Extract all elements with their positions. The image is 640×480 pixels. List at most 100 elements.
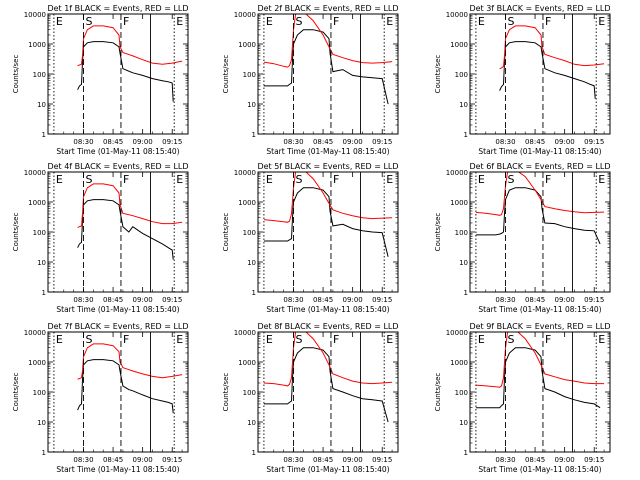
y-tick-label: 10000 [24,11,46,19]
plot-frame [47,171,189,293]
x-tick-label: 08:45 [313,296,333,304]
x-tick-label: 09:15 [372,456,392,464]
y-tick-label: 10000 [446,169,468,177]
marker-label: S [507,173,514,186]
x-tick-label: 09:15 [584,138,604,146]
x-tick-label: 08:45 [525,296,545,304]
marker-label: E [176,173,183,186]
y-tick-label: 1000 [450,199,468,207]
y-tick-label: 1000 [238,41,256,49]
x-axis-label: Start Time (01-May-11 08:15:40) [56,465,179,474]
y-tick-label: 10 [459,101,468,109]
marker-label: E [386,333,393,346]
panel-7: Det 7f BLACK = Events, RED = LLD 1 10 100 10… [12,322,189,474]
panel-title: Det 7f BLACK = Events, RED = LLD [47,322,188,331]
y-tick-label: 1000 [450,41,468,49]
panel-9: Det 9f BLACK = Events, RED = LLD 1 10 100 10… [434,322,611,474]
marker-label: F [545,173,551,186]
series-events-line [77,41,174,102]
y-tick-label: 1000 [28,41,46,49]
y-tick-label: 10000 [234,169,256,177]
y-tick-label: 1000 [450,359,468,367]
plot-frame [257,13,399,135]
series-events-line [77,199,174,260]
x-tick-label: 08:30 [73,296,93,304]
plot-frame [469,331,611,453]
marker-label: E [598,173,605,186]
marker-label: E [478,333,485,346]
x-tick-label: 09:00 [343,296,363,304]
y-axis-label: Counts/sec [222,55,230,94]
series-events-line [499,41,596,99]
marker-label: F [123,333,129,346]
x-tick-label: 08:45 [103,296,123,304]
marker-label: E [386,15,393,28]
series-lld-line [77,25,183,67]
series-group [77,183,183,260]
y-axis-label: Counts/sec [434,55,442,94]
series-group [263,172,393,257]
y-tick-label: 100 [243,229,256,237]
panel-title: Det 1f BLACK = Events, RED = LLD [47,4,188,13]
plot-frame [469,13,611,135]
x-tick-label: 08:30 [495,456,515,464]
panel-title: Det 2f BLACK = Events, RED = LLD [257,4,398,13]
x-tick-label: 08:45 [103,138,123,146]
x-tick-label: 09:15 [162,296,182,304]
y-axis-label: Counts/sec [12,55,20,94]
series-events-line [475,187,601,245]
y-tick-label: 1 [252,289,256,297]
panel-2: Det 2f BLACK = Events, RED = LLD 1 10 100 10… [222,4,399,156]
y-axis-label: Counts/sec [434,213,442,252]
series-lld-line [263,332,393,387]
marker-label: F [123,173,129,186]
x-tick-label: 08:30 [73,456,93,464]
x-axis-label: Start Time (01-May-11 08:15:40) [266,465,389,474]
y-axis-label: Counts/sec [434,373,442,412]
x-tick-label: 09:00 [555,456,575,464]
y-tick-label: 100 [33,229,46,237]
series-group [475,172,605,245]
marker-label: S [507,15,514,28]
y-axis-label: Counts/sec [12,373,20,412]
y-tick-label: 10000 [234,329,256,337]
x-axis-label: Start Time (01-May-11 08:15:40) [56,305,179,314]
y-axis-label: Counts/sec [12,213,20,252]
y-tick-label: 1 [42,449,46,457]
marker-label: F [333,173,339,186]
marker-label: F [333,15,339,28]
marker-label: S [295,333,302,346]
x-tick-label: 08:30 [495,138,515,146]
x-tick-label: 09:15 [162,456,182,464]
panel-title: Det 8f BLACK = Events, RED = LLD [257,322,398,331]
y-tick-label: 100 [243,389,256,397]
x-axis-label: Start Time (01-May-11 08:15:40) [266,147,389,156]
marker-label: F [545,333,551,346]
x-tick-label: 08:30 [283,138,303,146]
series-group [475,332,605,409]
panel-title: Det 3f BLACK = Events, RED = LLD [469,4,610,13]
x-tick-label: 09:00 [343,138,363,146]
x-tick-label: 08:30 [283,296,303,304]
series-lld-line [77,343,183,380]
series-lld-line [499,25,605,70]
marker-label: E [266,333,273,346]
x-tick-label: 09:15 [372,138,392,146]
x-tick-label: 09:15 [584,456,604,464]
x-axis-label: Start Time (01-May-11 08:15:40) [478,147,601,156]
marker-label: S [507,333,514,346]
x-axis-label: Start Time (01-May-11 08:15:40) [478,305,601,314]
x-axis-label: Start Time (01-May-11 08:15:40) [266,305,389,314]
x-tick-label: 08:45 [103,456,123,464]
series-lld-line [77,183,183,229]
y-tick-label: 1 [252,449,256,457]
x-tick-label: 08:45 [313,456,333,464]
x-axis-label: Start Time (01-May-11 08:15:40) [478,465,601,474]
series-events-line [475,347,601,409]
y-axis-label: Counts/sec [222,373,230,412]
x-tick-label: 09:00 [133,296,153,304]
marker-label: E [176,333,183,346]
y-tick-label: 10 [37,101,46,109]
series-group [77,25,183,102]
